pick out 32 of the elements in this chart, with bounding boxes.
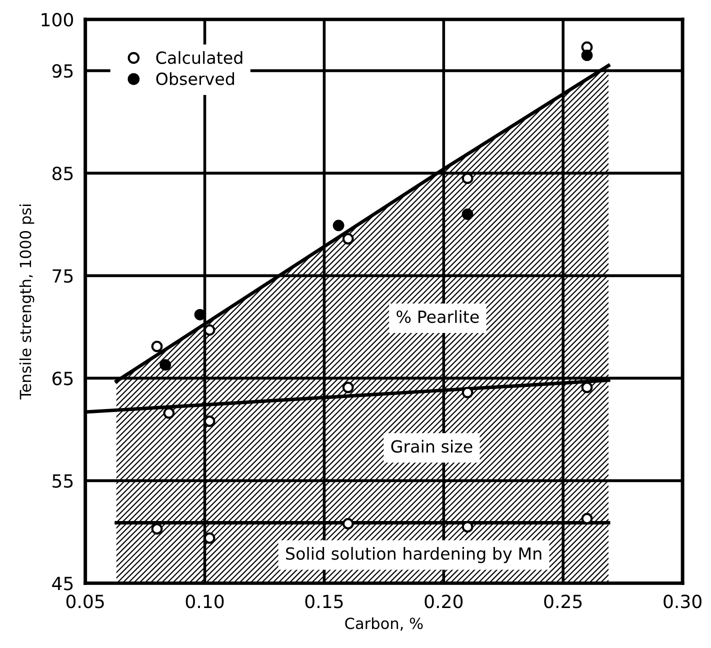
x-tick-label: 0.10 — [186, 594, 224, 608]
annotation: Grain size — [391, 440, 472, 453]
point — [163, 407, 175, 419]
point — [581, 50, 593, 62]
x-axis-title: Carbon, % — [345, 617, 423, 631]
legend-label: Observed — [156, 72, 234, 86]
point — [462, 208, 474, 220]
y-axis-title: Tensile strength, 1000 psi — [19, 204, 34, 400]
point — [342, 518, 354, 530]
y-tick-label: 85 — [52, 166, 73, 180]
point — [151, 523, 163, 535]
y-tick-label: 75 — [52, 269, 73, 283]
y-tick-label: 95 — [52, 64, 73, 78]
point — [462, 386, 474, 398]
point — [342, 382, 354, 394]
point — [151, 340, 163, 352]
y-tick-label: 45 — [52, 576, 73, 590]
x-tick-label: 0.05 — [66, 594, 104, 608]
x-tick-label: 0.20 — [424, 594, 463, 608]
annotation: % Pearlite — [396, 310, 479, 324]
y-tick-label: 65 — [52, 372, 73, 386]
point — [160, 359, 172, 371]
x-tick-label: 0.25 — [544, 594, 582, 608]
point — [342, 233, 354, 244]
annotation: Solid solution hardening by Mn — [286, 546, 542, 564]
y-tick-label: 100 — [42, 12, 74, 27]
legend-label: Calculated — [156, 51, 242, 64]
point — [581, 382, 593, 394]
point — [332, 220, 344, 232]
x-tick-label: 0.15 — [305, 594, 343, 608]
x-tick-label: 0.30 — [664, 594, 702, 608]
y-tick-label: 55 — [52, 474, 73, 488]
